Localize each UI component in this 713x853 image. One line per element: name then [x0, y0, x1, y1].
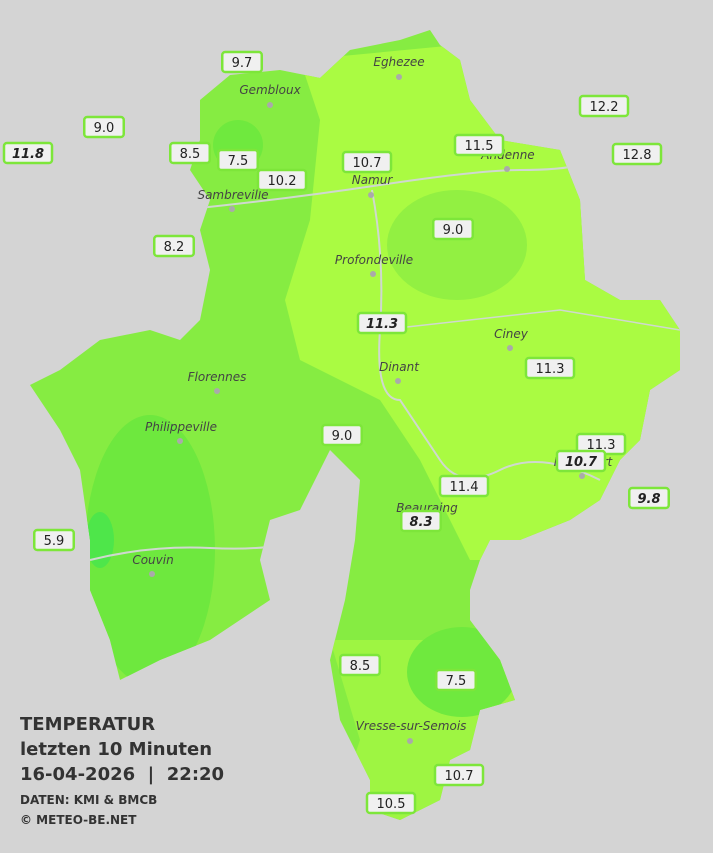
city-label: Florennes	[188, 370, 247, 384]
station-box	[578, 94, 630, 118]
city-dot	[370, 271, 376, 277]
station-box	[400, 509, 442, 533]
station-value: 11.4	[450, 480, 479, 495]
station-box	[217, 148, 259, 172]
city-dot	[177, 438, 183, 444]
station-value: 7.5	[228, 154, 249, 169]
station-box	[433, 763, 485, 787]
station-box	[83, 115, 125, 139]
station-box	[365, 791, 417, 815]
city-label: Couvin	[132, 553, 173, 567]
station-box	[169, 141, 211, 165]
station-value: 11.8	[12, 147, 44, 162]
city-dot	[579, 473, 585, 479]
source: DATEN: KMI & BMCB	[20, 793, 157, 807]
station-value: 5.9	[44, 534, 65, 549]
station-value: 10.2	[268, 174, 297, 189]
city-label: Sambreville	[197, 188, 268, 202]
station-box	[555, 449, 607, 473]
station-box	[339, 653, 381, 677]
city-dot	[396, 74, 402, 80]
station-value: 11.5	[465, 139, 494, 154]
station-box	[321, 423, 363, 447]
city-label: Ciney	[494, 327, 529, 341]
city-dot	[507, 345, 513, 351]
station-value: 8.5	[350, 659, 371, 674]
station-box	[221, 50, 263, 74]
city-dot	[229, 206, 235, 212]
station-value: 11.3	[536, 362, 565, 377]
station-value: 8.2	[164, 240, 185, 255]
station-value: 12.2	[590, 100, 619, 115]
city-dot	[214, 388, 220, 394]
station-box	[153, 234, 195, 258]
city-dot	[149, 571, 155, 577]
city-dot	[504, 166, 510, 172]
station-box	[453, 133, 505, 157]
station-value: 8.5	[180, 147, 201, 162]
station-box	[611, 142, 663, 166]
title: TEMPERATUR	[20, 714, 155, 735]
city-label: Gembloux	[239, 83, 301, 97]
station-box	[432, 217, 474, 241]
city-dot	[267, 102, 273, 108]
station-value: 12.8	[623, 148, 652, 163]
datetime: 16-04-2026 | 22:20	[20, 764, 224, 785]
station-box	[435, 668, 477, 692]
city-label: Namur	[352, 173, 394, 187]
station-box	[524, 356, 576, 380]
station-value: 10.7	[353, 156, 382, 171]
station-value: 9.0	[332, 429, 353, 444]
station-box	[356, 311, 408, 335]
station-value: 10.5	[377, 797, 406, 812]
city-label: Philippeville	[145, 420, 217, 434]
station-value: 11.3	[587, 438, 616, 453]
city-dot	[395, 378, 401, 384]
station-box	[628, 486, 670, 510]
station-value: 11.3	[366, 317, 398, 332]
station-value: 9.8	[637, 492, 660, 507]
station-box	[2, 141, 54, 165]
station-box	[256, 168, 308, 192]
city-label: Vresse-sur-Semois	[356, 719, 467, 733]
station-value: 9.7	[232, 56, 253, 71]
station-box	[438, 474, 490, 498]
city-dot	[407, 738, 413, 744]
city-label: Dinant	[379, 360, 420, 374]
station-value: 7.5	[446, 674, 467, 689]
station-value: 9.0	[443, 223, 464, 238]
station-value: 8.3	[409, 515, 432, 530]
station-value: 10.7	[445, 769, 474, 784]
city-dot	[368, 192, 374, 198]
station-box	[341, 150, 393, 174]
station-box	[33, 528, 75, 552]
city-label: Eghezee	[373, 55, 424, 69]
city-label: Profondeville	[335, 253, 413, 267]
subtitle: letzten 10 Minuten	[20, 739, 212, 760]
station-value: 10.7	[565, 455, 598, 470]
copyright: © METEO-BE.NET	[20, 813, 137, 827]
station-value: 9.0	[94, 121, 115, 136]
